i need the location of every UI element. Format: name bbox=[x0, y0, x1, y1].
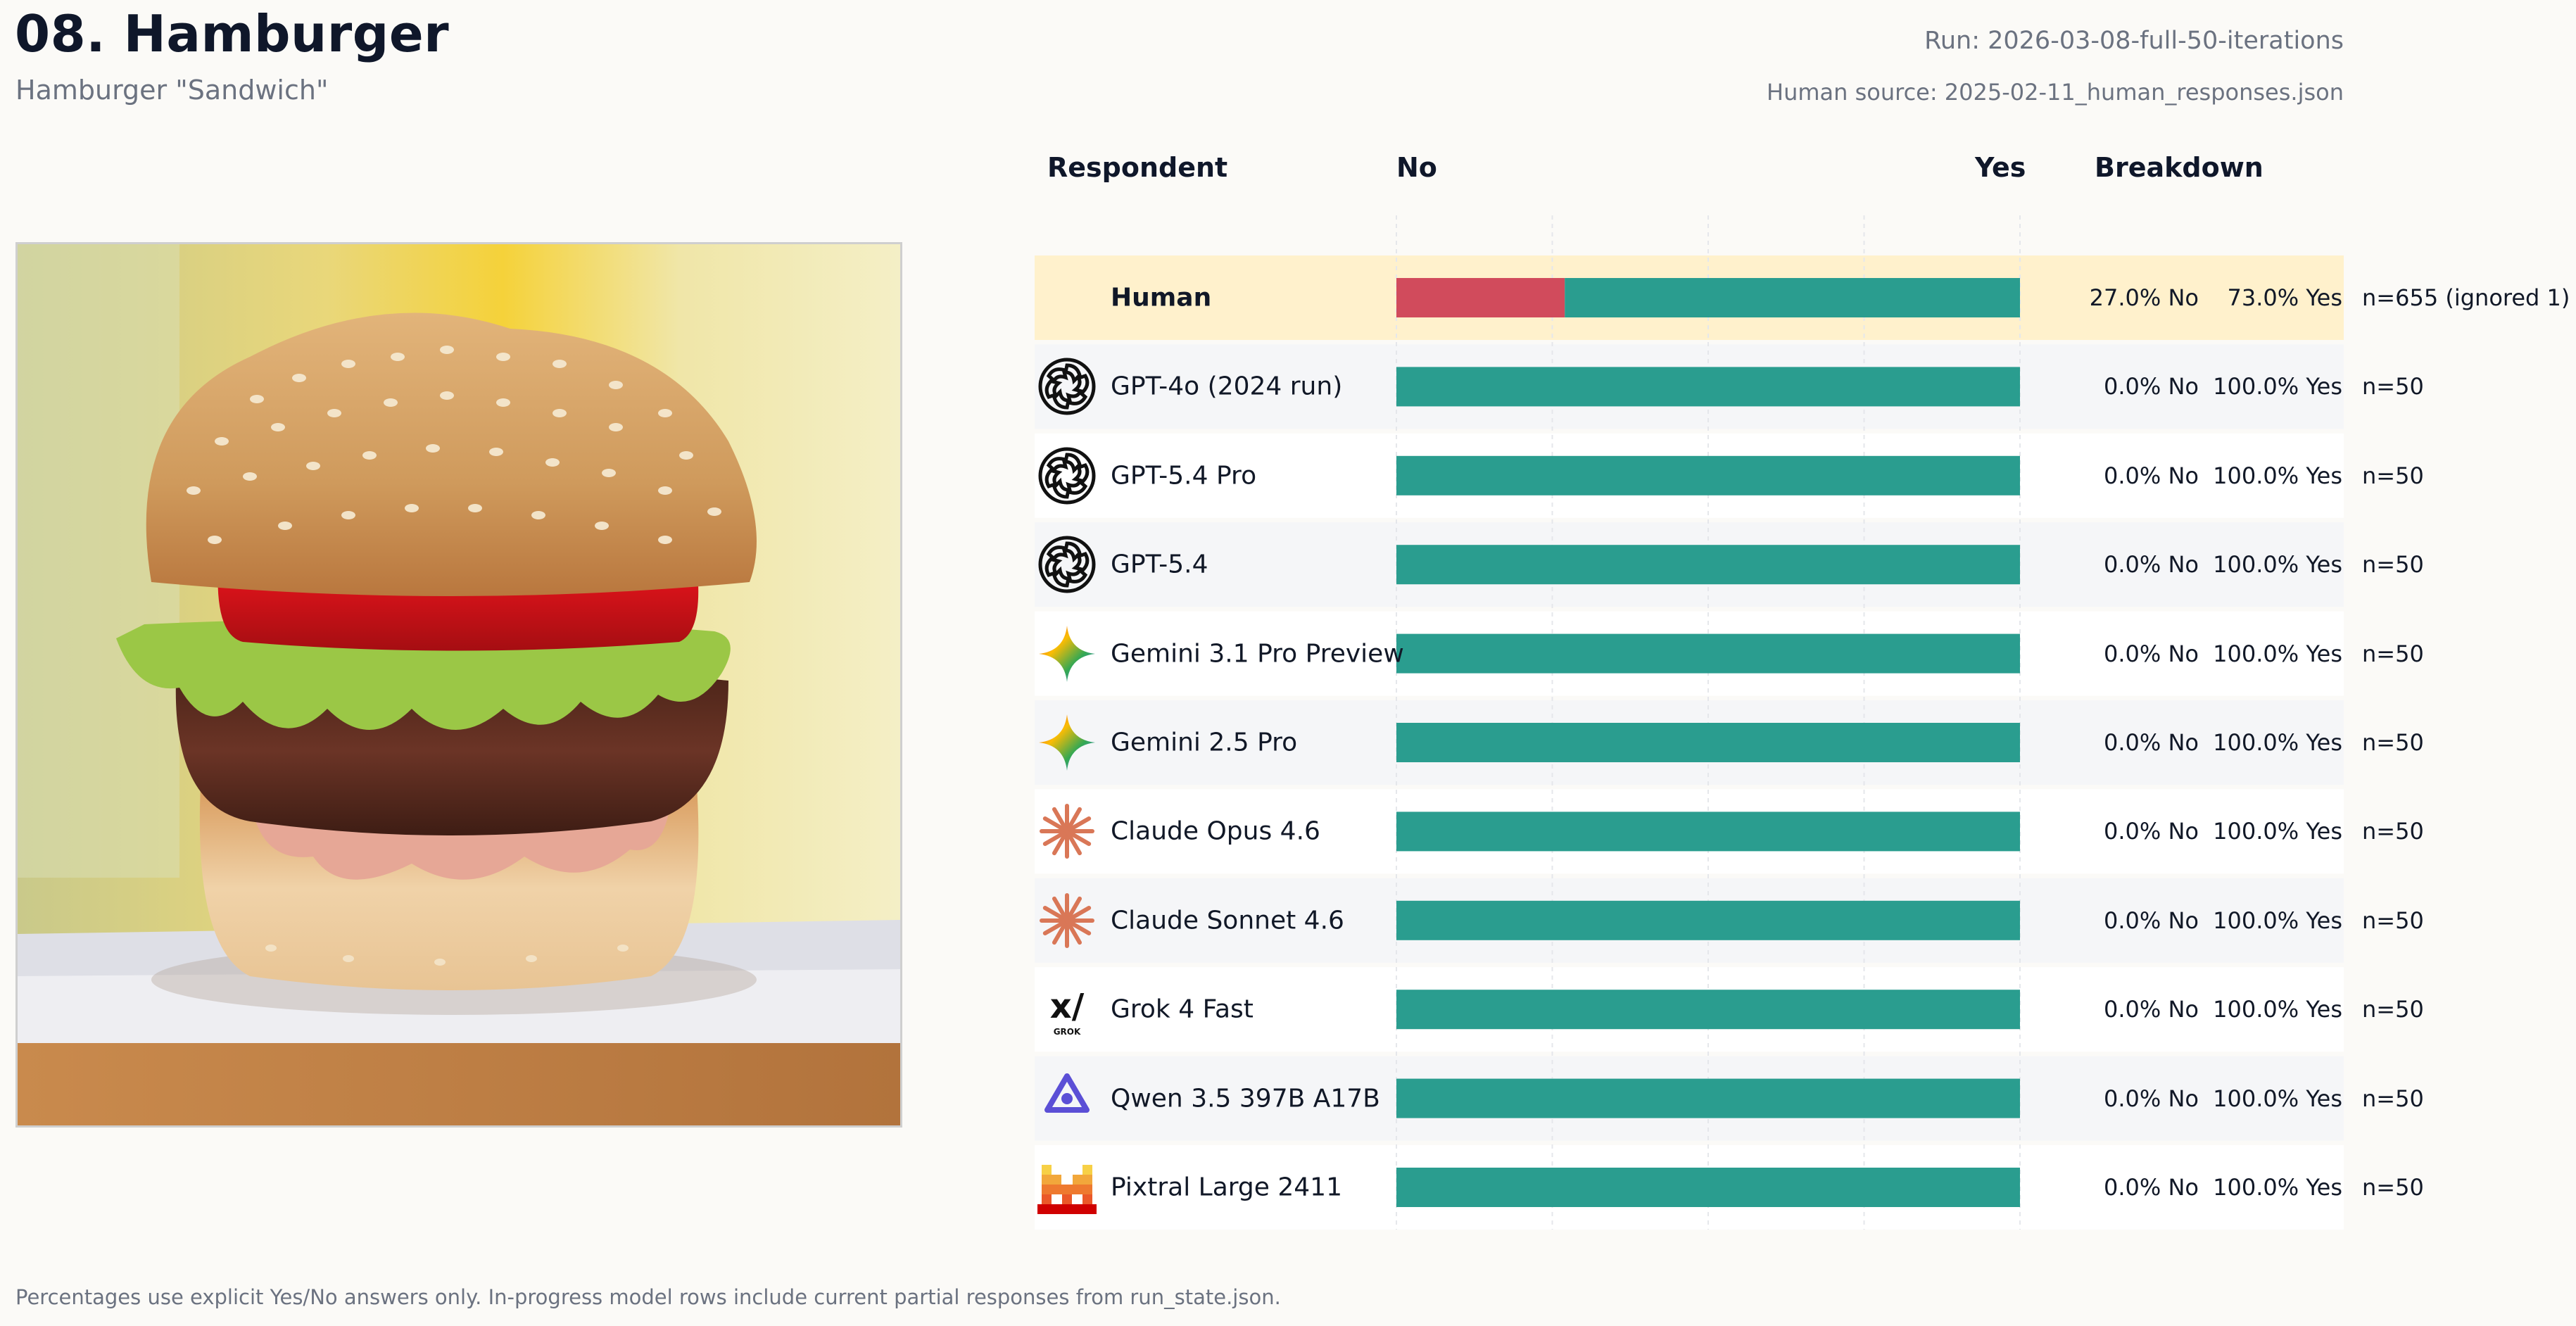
svg-text:GROK: GROK bbox=[1054, 1027, 1081, 1037]
bar-yes bbox=[1396, 455, 2020, 495]
sample-size-label: n=50 bbox=[2362, 462, 2424, 489]
sample-size-label: n=50 bbox=[2362, 996, 2424, 1023]
sample-size-label: n=50 bbox=[2362, 551, 2424, 579]
sample-size-label: n=50 bbox=[2362, 373, 2424, 400]
bar-yes bbox=[1396, 990, 2020, 1030]
bar-yes bbox=[1396, 367, 2020, 407]
sample-size-label: n=50 bbox=[2362, 729, 2424, 756]
no-axis-label: No bbox=[1396, 152, 1437, 183]
respondent-label: Grok 4 Fast bbox=[1111, 994, 1254, 1024]
human-source-label: Human source: 2025-02-11_human_responses… bbox=[1767, 79, 2344, 106]
yes-percent-label: 100.0% Yes bbox=[2213, 818, 2342, 845]
bar-yes bbox=[1396, 545, 2020, 585]
sample-size-label: n=50 bbox=[2362, 907, 2424, 934]
no-percent-label: 27.0% No bbox=[2089, 284, 2199, 311]
sample-size-label: n=50 bbox=[2362, 818, 2424, 845]
yes-axis-label: Yes bbox=[1975, 152, 2026, 183]
respondent-label: Gemini 2.5 Pro bbox=[1111, 728, 1298, 757]
no-percent-label: 0.0% No bbox=[2104, 996, 2199, 1023]
no-percent-label: 0.0% No bbox=[2104, 1174, 2199, 1201]
no-percent-label: 0.0% No bbox=[2104, 640, 2199, 667]
respondent-label: Pixtral Large 2411 bbox=[1111, 1173, 1342, 1202]
yes-percent-label: 100.0% Yes bbox=[2213, 1174, 2342, 1201]
bar-yes bbox=[1396, 1168, 2020, 1207]
gemini-icon bbox=[1036, 623, 1098, 685]
yes-percent-label: 100.0% Yes bbox=[2213, 1085, 2342, 1112]
bar-yes bbox=[1396, 900, 2020, 940]
no-percent-label: 0.0% No bbox=[2104, 907, 2199, 934]
page-subtitle: Hamburger "Sandwich" bbox=[15, 75, 329, 106]
claude-icon bbox=[1036, 800, 1098, 862]
sample-size-label: n=655 (ignored 1) bbox=[2362, 284, 2570, 311]
bar-no bbox=[1396, 278, 1565, 317]
no-percent-label: 0.0% No bbox=[2104, 1085, 2199, 1112]
respondent-label: GPT-4o (2024 run) bbox=[1111, 372, 1343, 401]
no-percent-label: 0.0% No bbox=[2104, 729, 2199, 756]
yes-percent-label: 100.0% Yes bbox=[2213, 551, 2342, 579]
bar-yes bbox=[1396, 723, 2020, 762]
grok-icon: x/ GROK bbox=[1036, 978, 1098, 1040]
respondent-header: Respondent bbox=[1047, 152, 1228, 183]
bar-yes bbox=[1396, 1078, 2020, 1118]
respondent-label: GPT-5.4 bbox=[1111, 550, 1208, 579]
yes-percent-label: 100.0% Yes bbox=[2213, 729, 2342, 756]
no-percent-label: 0.0% No bbox=[2104, 462, 2199, 489]
gemini-icon bbox=[1036, 712, 1098, 774]
yes-percent-label: 100.0% Yes bbox=[2213, 996, 2342, 1023]
mistral-icon bbox=[1036, 1156, 1098, 1218]
respondent-label: Claude Opus 4.6 bbox=[1111, 816, 1320, 846]
sample-size-label: n=50 bbox=[2362, 1174, 2424, 1201]
claude-icon bbox=[1036, 890, 1098, 952]
sample-size-label: n=50 bbox=[2362, 640, 2424, 667]
page-title: 08. Hamburger bbox=[15, 4, 450, 63]
footer-note: Percentages use explicit Yes/No answers … bbox=[15, 1285, 1281, 1309]
openai-icon bbox=[1036, 445, 1098, 507]
run-label: Run: 2026-03-08-full-50-iterations bbox=[1924, 27, 2344, 55]
respondent-label: Gemini 3.1 Pro Preview bbox=[1111, 639, 1404, 669]
no-percent-label: 0.0% No bbox=[2104, 818, 2199, 845]
openai-icon bbox=[1036, 355, 1098, 417]
yes-percent-label: 73.0% Yes bbox=[2227, 284, 2342, 311]
no-percent-label: 0.0% No bbox=[2104, 551, 2199, 579]
breakdown-header: Breakdown bbox=[2095, 152, 2264, 183]
sample-size-label: n=50 bbox=[2362, 1085, 2424, 1112]
yes-percent-label: 100.0% Yes bbox=[2213, 907, 2342, 934]
hamburger-image bbox=[15, 242, 902, 1128]
bar-yes bbox=[1565, 278, 2020, 317]
svg-text:x/: x/ bbox=[1050, 987, 1085, 1026]
qwen-icon bbox=[1036, 1068, 1098, 1130]
respondent-label: Claude Sonnet 4.6 bbox=[1111, 906, 1344, 935]
yes-percent-label: 100.0% Yes bbox=[2213, 373, 2342, 400]
respondent-label: Qwen 3.5 397B A17B bbox=[1111, 1084, 1380, 1113]
respondent-label: GPT-5.4 Pro bbox=[1111, 461, 1257, 491]
no-percent-label: 0.0% No bbox=[2104, 373, 2199, 400]
bar-yes bbox=[1396, 812, 2020, 852]
openai-icon bbox=[1036, 533, 1098, 595]
yes-percent-label: 100.0% Yes bbox=[2213, 640, 2342, 667]
respondent-label: Human bbox=[1111, 283, 1212, 312]
yes-percent-label: 100.0% Yes bbox=[2213, 462, 2342, 489]
bar-yes bbox=[1396, 633, 2020, 674]
